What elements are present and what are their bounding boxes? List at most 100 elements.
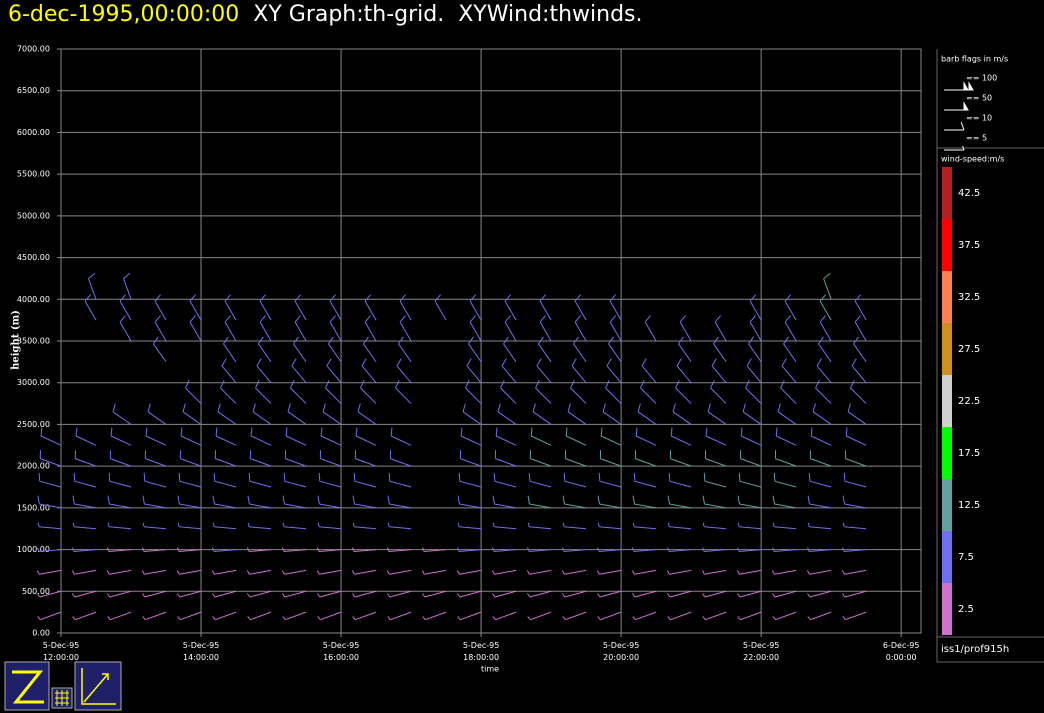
x-tick-label: 5-Dec-95 20:00:00 [603,641,640,662]
wind-barb [259,315,272,342]
wind-barb [562,495,587,509]
colorbar-swatch [942,219,952,271]
wind-barb [215,427,237,446]
wind-barb [641,358,657,384]
wind-barb [609,294,622,321]
wind-barb [178,472,202,488]
wind-barb [109,450,132,467]
wind-barb [746,358,762,384]
wind-barb [634,450,657,467]
wind-barb [189,315,202,342]
wind-barb [325,380,342,404]
wind-barb [457,590,482,598]
wind-barb [527,611,552,621]
wind-barb [705,427,727,446]
wind-barb [710,380,727,404]
wind-barb [777,403,797,425]
wind-barb [73,472,97,488]
wind-barb [807,590,832,598]
wind-barb [282,495,307,509]
colorbar-tick-label: 27.5 [958,344,980,355]
wind-barb [457,495,482,509]
wind-barb [248,472,272,488]
wind-barb [141,547,167,552]
wind-barb [597,522,622,530]
wind-barb [635,427,657,446]
wind-barb [745,380,762,404]
wind-barb [632,590,657,598]
wind-barb [317,495,342,509]
wind-barb [212,611,237,621]
wind-barb [570,380,587,404]
wind-barb [177,522,202,530]
wind-barb [608,336,622,363]
wind-barb [456,569,482,575]
wind-barb [396,358,412,384]
wind-barb [562,590,587,598]
barb-legend-label: == 50 [966,94,992,103]
wind-barb [675,380,692,404]
wind-barb [784,315,797,342]
wind-barb [714,315,727,342]
wind-barb [504,294,517,321]
barb-legend-symbol [944,101,969,111]
wind-barb [328,336,342,363]
wind-barb [72,611,97,621]
wind-barb [182,403,202,425]
wind-barb [329,294,342,321]
wind-barb [110,427,132,446]
wind-barb [783,336,797,363]
wind-barb [143,472,167,488]
wind-barb [704,450,727,467]
wind-barb [106,590,132,598]
x-tick-label-line: 5-Dec-95 [183,641,220,650]
wind-barb [842,547,867,552]
wind-barb [247,522,272,530]
wind-barb [812,403,832,425]
wind-barb [749,294,762,321]
wind-barb [538,336,552,363]
x-tick-label: 5-Dec-95 14:00:00 [183,641,220,662]
wind-barb [573,336,587,363]
wind-barb [108,472,132,488]
wind-barb [740,427,762,446]
wind-barb [632,611,657,621]
wind-barb [775,427,797,446]
wind-barb [364,294,377,321]
wind-barb [492,590,517,598]
wind-barb [565,427,587,446]
wind-barb [491,569,517,575]
wind-barb [281,590,307,598]
wind-barb [176,569,202,575]
x-tick-label: 5-Dec-95 16:00:00 [323,641,360,662]
wind-barb [352,522,377,530]
wind-barb [597,590,622,598]
wind-barb [142,611,167,621]
wind-barb [40,427,62,446]
wind-barb [363,336,377,363]
x-tick-label-line: 5-Dec-95 [323,641,360,650]
x-tick-label-line: 5-Dec-95 [43,641,80,650]
wind-barb [320,427,342,446]
wind-barb [177,611,202,621]
wind-barb [389,450,412,467]
wind-barb [707,403,727,425]
wind-barb [287,403,307,425]
wind-barb [434,294,447,321]
x-tick-label-line: 14:00:00 [183,653,219,662]
wind-barb [294,315,307,342]
wind-barb [841,569,867,575]
wind-barb [258,336,272,363]
wind-barb [845,427,867,446]
wind-barb [224,294,237,321]
wind-barb [141,569,167,575]
wind-barb [851,358,867,384]
wind-barb [678,336,692,363]
barb-legend-symbol [944,145,965,151]
wind-barb [597,495,622,509]
wind-barb [819,294,832,321]
wind-barb [737,522,762,530]
y-tick-label: 3500.00 [17,337,50,346]
wind-barb [387,522,412,530]
wind-barb [737,495,762,509]
